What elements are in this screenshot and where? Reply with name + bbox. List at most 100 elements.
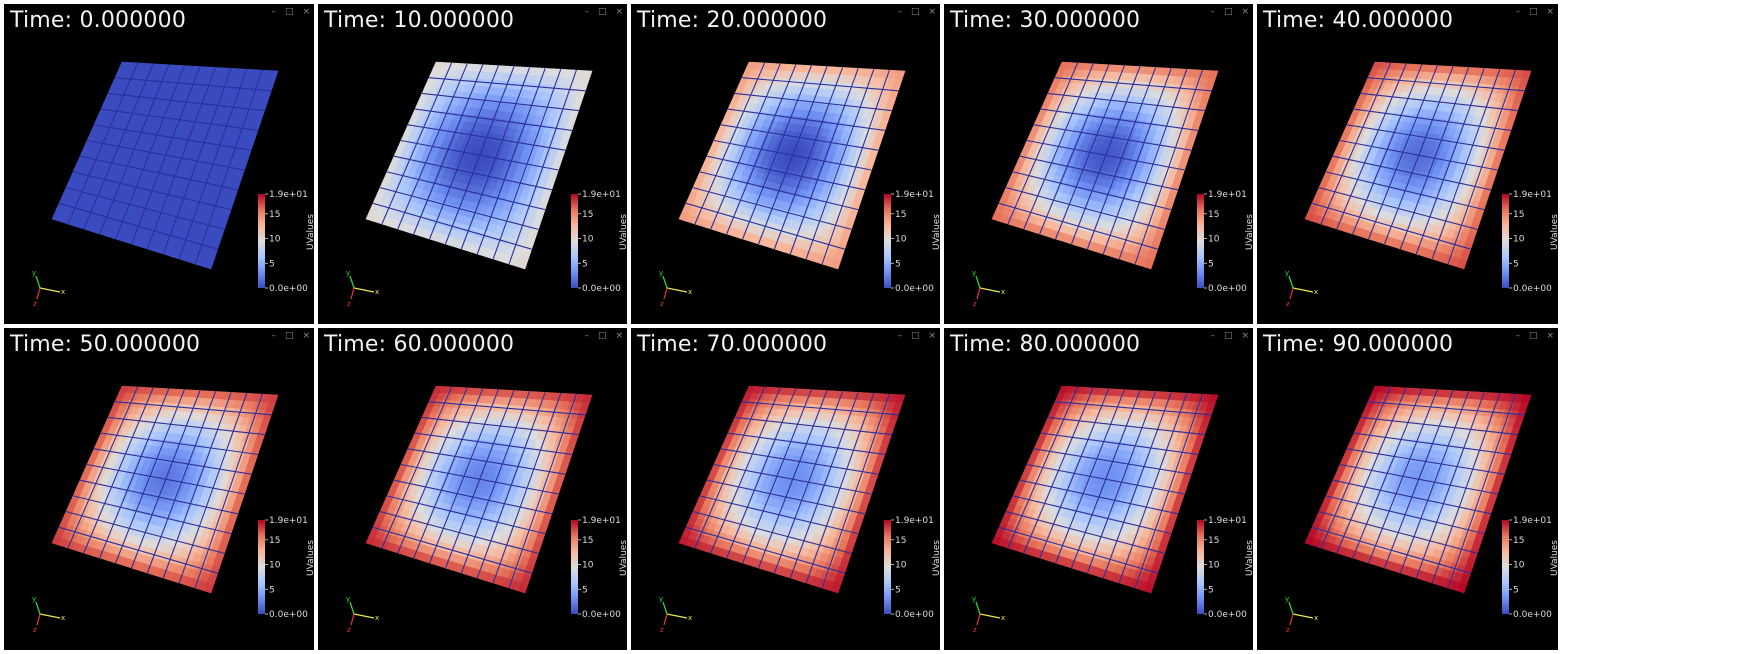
- colorbar-tick-label: 10: [895, 561, 907, 571]
- colorbar-title: UValues: [306, 540, 314, 576]
- svg-text:y: y: [659, 595, 663, 603]
- colorbar: 1.9e+01 15 10 5 0.0e+00 UValues: [1502, 516, 1558, 618]
- time-label: Time: 60.000000: [324, 332, 515, 357]
- orientation-axes-icon[interactable]: yxz: [342, 592, 386, 634]
- window-controls: – □ ×: [1515, 6, 1554, 18]
- render-view-40[interactable]: Time: 40.000000 – □ × 1.9e+01 15 10 5 0.0e+00 UVa…: [1257, 4, 1558, 324]
- maximize-icon[interactable]: □: [910, 7, 920, 17]
- colorbar-title: UValues: [1245, 540, 1253, 576]
- orientation-axes-icon[interactable]: yxz: [655, 266, 699, 308]
- colorbar-min-label: 0.0e+00: [895, 284, 934, 292]
- colorbar-title: UValues: [619, 214, 627, 250]
- minimize-icon[interactable]: –: [1210, 331, 1215, 341]
- time-label: Time: 30.000000: [950, 8, 1141, 33]
- time-label: Time: 50.000000: [10, 332, 201, 357]
- maximize-icon[interactable]: □: [910, 331, 920, 341]
- mesh-surface[interactable]: [4, 4, 314, 324]
- colorbar-tick-label: 15: [895, 210, 906, 220]
- orientation-axes-icon[interactable]: y x z: [655, 592, 699, 634]
- maximize-icon[interactable]: □: [1223, 7, 1233, 17]
- close-icon[interactable]: ×: [1546, 331, 1554, 341]
- window-controls: – □ ×: [271, 330, 310, 342]
- colorbar-min-label: 0.0e+00: [1513, 610, 1552, 618]
- minimize-icon[interactable]: –: [584, 331, 589, 341]
- svg-text:z: z: [660, 626, 664, 634]
- maximize-icon[interactable]: □: [597, 331, 607, 341]
- maximize-icon[interactable]: □: [284, 7, 294, 17]
- svg-text:z: z: [33, 626, 37, 634]
- time-label: Time: 0.000000: [10, 8, 187, 33]
- mesh-surface[interactable]: [944, 4, 1253, 324]
- mesh-surface[interactable]: [1257, 4, 1558, 324]
- minimize-icon[interactable]: –: [897, 331, 902, 341]
- colorbar-tick-label: 15: [895, 536, 906, 546]
- orientation-axes-icon[interactable]: yxz: [1281, 592, 1325, 634]
- colorbar-tick-label: 5: [895, 259, 901, 269]
- close-icon[interactable]: ×: [1546, 7, 1554, 17]
- orientation-axes-icon[interactable]: yxz: [1281, 266, 1325, 308]
- maximize-icon[interactable]: □: [284, 331, 294, 341]
- render-view-10[interactable]: Time: 10.000000 – □ × 1.9e+01 15 10 5 0.0e+00 UVa…: [318, 4, 627, 324]
- colorbar-tick-label: 15: [1513, 536, 1524, 546]
- render-view-80[interactable]: Time: 80.000000 – □ × 1.9e+01 15 10 5 0.0e+00 UVa…: [944, 328, 1253, 650]
- render-view-90[interactable]: Time: 90.000000 – □ × 1.9e+01 15 10 5 0.0e+00 UVa…: [1257, 328, 1558, 650]
- maximize-icon[interactable]: □: [597, 7, 607, 17]
- close-icon[interactable]: ×: [1241, 331, 1249, 341]
- render-view-0[interactable]: Time: 0.000000 – □ × 1.9e+01 15 10 5 0.0e+00 UVal…: [4, 4, 314, 324]
- close-icon[interactable]: ×: [928, 7, 936, 17]
- window-controls: – □ ×: [271, 6, 310, 18]
- close-icon[interactable]: ×: [302, 331, 310, 341]
- close-icon[interactable]: ×: [615, 7, 623, 17]
- svg-text:y: y: [32, 269, 36, 277]
- close-icon[interactable]: ×: [928, 331, 936, 341]
- orientation-axes-icon[interactable]: yxz: [28, 266, 72, 308]
- time-label: Time: 80.000000: [950, 332, 1141, 357]
- minimize-icon[interactable]: –: [271, 331, 276, 341]
- render-view-20[interactable]: Time: 20.000000 – □ × 1.9e+01 15 10 5 0.0e+00 UVa…: [631, 4, 940, 324]
- colorbar-max-label: 1.9e+01: [1208, 516, 1247, 526]
- time-label: Time: 40.000000: [1263, 8, 1454, 33]
- maximize-icon[interactable]: □: [1223, 331, 1233, 341]
- colorbar: 1.9e+01 15 10 5 0.0e+00 UValues: [1197, 190, 1253, 292]
- svg-text:y: y: [1285, 269, 1289, 277]
- mesh-surface[interactable]: [318, 328, 627, 650]
- colorbar: 1.9e+01 15 10 5 0.0e+00 UValues: [1197, 516, 1253, 618]
- colorbar-max-label: 1.9e+01: [1513, 190, 1552, 200]
- mesh-surface[interactable]: [1257, 328, 1558, 650]
- orientation-axes-icon[interactable]: yxz: [968, 592, 1012, 634]
- window-controls: – □ ×: [897, 330, 936, 342]
- colorbar-tick-label: 15: [269, 536, 280, 546]
- render-view-50[interactable]: Time: 50.000000 – □ × 1.9e+01 15 10 5 0.0e+00 UVa…: [4, 328, 314, 650]
- close-icon[interactable]: ×: [302, 7, 310, 17]
- orientation-axes-icon[interactable]: yxz: [28, 592, 72, 634]
- minimize-icon[interactable]: –: [1210, 7, 1215, 17]
- maximize-icon[interactable]: □: [1528, 7, 1538, 17]
- close-icon[interactable]: ×: [1241, 7, 1249, 17]
- orientation-axes-icon[interactable]: yxz: [968, 266, 1012, 308]
- render-view-70[interactable]: Time: 70.000000 – □ × 1.9e+01 15 10 5 0.0e+00 UVa…: [631, 328, 940, 650]
- orientation-axes-icon[interactable]: yxz: [342, 266, 386, 308]
- maximize-icon[interactable]: □: [1528, 331, 1538, 341]
- time-label: Time: 20.000000: [637, 8, 828, 33]
- window-controls: – □ ×: [1210, 6, 1249, 18]
- mesh-surface[interactable]: [944, 328, 1253, 650]
- minimize-icon[interactable]: –: [271, 7, 276, 17]
- svg-text:x: x: [688, 614, 692, 622]
- mesh-surface[interactable]: [631, 4, 940, 324]
- minimize-icon[interactable]: –: [1515, 7, 1520, 17]
- close-icon[interactable]: ×: [615, 331, 623, 341]
- colorbar-tick-label: 10: [1513, 561, 1525, 571]
- minimize-icon[interactable]: –: [897, 7, 902, 17]
- mesh-surface[interactable]: [631, 328, 940, 650]
- colorbar-max-label: 1.9e+01: [269, 516, 308, 526]
- mesh-surface[interactable]: [318, 4, 627, 324]
- colorbar-tick-label: 5: [1513, 259, 1519, 269]
- render-view-60[interactable]: Time: 60.000000 – □ × 1.9e+01 15 10 5 0.0e+00 UVa…: [318, 328, 627, 650]
- minimize-icon[interactable]: –: [584, 7, 589, 17]
- svg-text:z: z: [347, 300, 351, 308]
- mesh-surface[interactable]: [4, 328, 314, 650]
- render-view-30[interactable]: Time: 30.000000 – □ × 1.9e+01 15 10 5 0.0e+00 UVa…: [944, 4, 1253, 324]
- minimize-icon[interactable]: –: [1515, 331, 1520, 341]
- colorbar-title: UValues: [932, 214, 940, 250]
- colorbar-tick-label: 10: [895, 235, 907, 245]
